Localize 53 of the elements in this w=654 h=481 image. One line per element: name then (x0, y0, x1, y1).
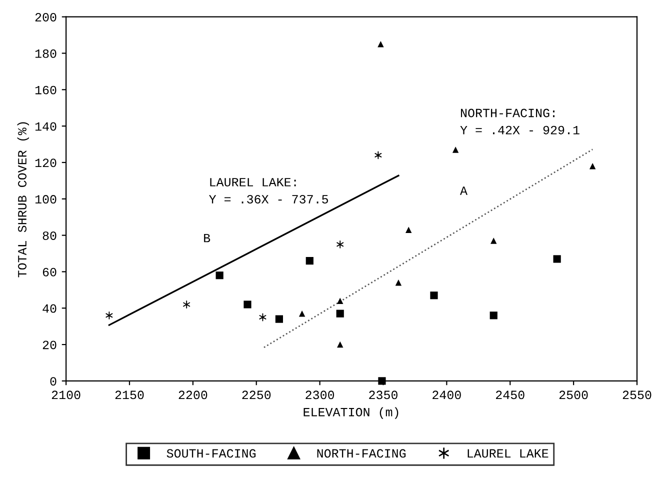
point (306, 256, 314, 265)
x-tick-label: 2150 (115, 390, 144, 400)
point (378, 377, 386, 385)
point (298, 310, 306, 317)
y-tick-label: 140 (35, 122, 56, 131)
x-tick-label: 2450 (496, 390, 524, 400)
x-tick-label: 2200 (178, 390, 208, 400)
y-tick-label: 100 (35, 195, 56, 204)
y-tick-label: 120 (35, 158, 56, 168)
point (452, 146, 459, 153)
x-tick-label: 2550 (622, 390, 652, 400)
annotation: NORTH-FACING: Y = .42X - 929.1 (460, 108, 580, 134)
point (336, 240, 344, 248)
x-axis-title: ELEVATION (m) (304, 407, 398, 419)
point (337, 341, 344, 348)
point (337, 298, 344, 304)
annotation: A (460, 186, 468, 195)
y-tick-label: 160 (35, 86, 56, 94)
point (406, 226, 412, 233)
legend-label: LAUREL LAKE (468, 449, 548, 458)
legend-label: SOUTH-FACING (166, 449, 256, 458)
point (395, 280, 402, 286)
x-tick-label: 2500 (559, 390, 588, 400)
x-tick-label: 2400 (432, 390, 461, 400)
point (259, 313, 266, 322)
point (430, 292, 438, 300)
point (216, 272, 224, 280)
point (244, 300, 252, 308)
point (378, 41, 384, 48)
legend-label: NORTH-FACING (317, 449, 406, 458)
x-tick-label: 2100 (52, 390, 80, 400)
y-tick-label: 200 (35, 13, 56, 22)
point (374, 151, 382, 160)
point (490, 238, 497, 244)
point (275, 315, 284, 323)
point (589, 163, 596, 170)
y-tick-label: 80 (42, 231, 56, 240)
x-tick-label: 2250 (242, 390, 271, 400)
y-tick-label: 40 (42, 304, 56, 313)
annotation: B (204, 234, 210, 242)
y-tick-label: 180 (35, 49, 56, 58)
x-tick-label: 2350 (369, 390, 398, 400)
point (490, 312, 498, 320)
point (106, 311, 113, 320)
x-tick-label: 2300 (306, 390, 334, 400)
point (553, 255, 561, 263)
point (336, 310, 344, 318)
y-tick-label: 20 (42, 340, 56, 350)
y-tick-label: 0 (50, 377, 56, 386)
point (183, 300, 190, 308)
y-tick-label: 60 (42, 268, 56, 276)
y-axis-title: TOTAL SHRUB COVER (%) (17, 122, 29, 278)
annotation: LAUREL LAKE: Y = .36X - 737.5 (209, 178, 328, 204)
